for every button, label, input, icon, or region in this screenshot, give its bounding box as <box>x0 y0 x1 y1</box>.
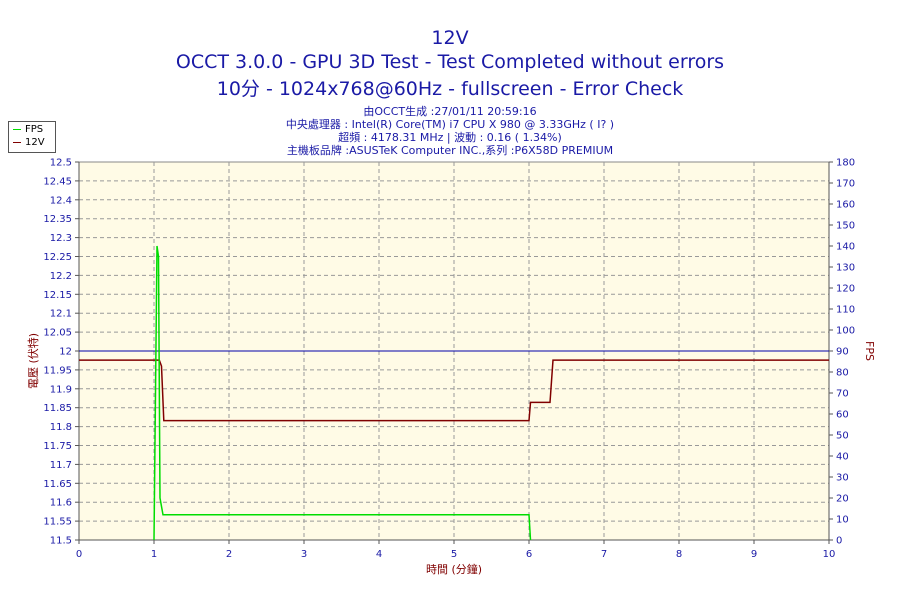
y2-tick-label: 130 <box>836 263 855 274</box>
y2-tick-label: 0 <box>836 536 842 547</box>
y-tick-label: 11.85 <box>43 403 72 414</box>
y2-tick-label: 10 <box>836 515 849 526</box>
x-tick-label: 0 <box>76 549 82 560</box>
y-tick-label: 11.9 <box>50 384 72 395</box>
y2-tick-label: 40 <box>836 452 849 463</box>
x-tick-label: 3 <box>301 549 307 560</box>
y-tick-label: 12.05 <box>43 328 72 339</box>
y2-tick-label: 30 <box>836 473 849 484</box>
x-tick-label: 5 <box>451 549 457 560</box>
chart-title-rail: 12V <box>431 27 469 49</box>
y2-tick-label: 140 <box>836 242 855 253</box>
y2-tick-label: 60 <box>836 410 849 421</box>
y-tick-label: 12.25 <box>43 252 72 263</box>
legend-item-fps: FPS <box>13 124 43 136</box>
chart-title-test: OCCT 3.0.0 - GPU 3D Test - Test Complete… <box>175 51 725 73</box>
y2-tick-label: 80 <box>836 368 849 379</box>
legend-swatch-fps <box>13 128 21 130</box>
y2-tick-label: 170 <box>836 179 855 190</box>
x-axis-label: 時間 (分鐘) <box>426 562 482 576</box>
info-generated: 由OCCT生成 :27/01/11 20:59:16 <box>363 105 537 118</box>
y-tick-label: 12.5 <box>50 158 72 169</box>
chart-title-settings: 10分 - 1024x768@60Hz - fullscreen - Error… <box>216 78 684 100</box>
y-tick-label: 11.55 <box>43 517 72 528</box>
series-line-12v <box>79 359 829 422</box>
info-clock: 超頻 : 4178.31 MHz | 波動 : 0.16 ( 1.34%) <box>338 131 562 144</box>
y2-tick-label: 20 <box>836 494 849 505</box>
y2-tick-label: 90 <box>836 347 849 358</box>
y2-tick-label: 50 <box>836 431 849 442</box>
y2-tick-label: 70 <box>836 389 849 400</box>
y-tick-label: 12.45 <box>43 176 72 187</box>
x-tick-label: 7 <box>601 549 607 560</box>
x-tick-label: 6 <box>526 549 532 560</box>
chart-legend: FPS 12V <box>8 121 56 153</box>
y2-tick-label: 120 <box>836 284 855 295</box>
y-tick-label: 11.7 <box>50 460 72 471</box>
x-tick-label: 4 <box>376 549 382 560</box>
legend-item-12v: 12V <box>13 137 45 149</box>
x-tick-label: 8 <box>676 549 682 560</box>
y-tick-label: 12 <box>59 347 72 358</box>
y-tick-label: 12.2 <box>50 271 72 282</box>
x-tick-label: 2 <box>226 549 232 560</box>
y-tick-label: 12.3 <box>50 233 72 244</box>
y-tick-label: 11.75 <box>43 441 72 452</box>
y2-tick-label: 160 <box>836 200 855 211</box>
y-tick-label: 11.95 <box>43 365 72 376</box>
x-tick-label: 1 <box>151 549 157 560</box>
info-cpu: 中央處理器 : Intel(R) Core(TM) i7 CPU X 980 @… <box>285 118 615 131</box>
info-motherboard: 主機板品牌 :ASUSTeK Computer INC.,系列 :P6X58D … <box>286 144 614 157</box>
y-tick-label: 11.8 <box>50 422 72 433</box>
series-line-fps <box>153 245 532 541</box>
y-axis-label: 電壓 (伏特) <box>26 333 40 389</box>
y-tick-label: 12.4 <box>50 195 72 206</box>
y-tick-label: 11.65 <box>43 479 72 490</box>
y2-tick-label: 150 <box>836 221 855 232</box>
legend-swatch-12v <box>13 141 21 143</box>
y-tick-label: 12.1 <box>50 309 72 320</box>
y-tick-label: 12.15 <box>43 290 72 301</box>
legend-label-fps: FPS <box>25 124 44 135</box>
y2-tick-label: 100 <box>836 326 855 337</box>
x-tick-label: 9 <box>751 549 757 560</box>
x-tick-label: 10 <box>823 549 836 560</box>
y2-tick-label: 110 <box>836 305 855 316</box>
y-tick-label: 12.35 <box>43 214 72 225</box>
y2-axis-label: FPS <box>863 341 876 361</box>
y-tick-label: 11.6 <box>50 498 72 509</box>
y2-tick-label: 180 <box>836 158 855 169</box>
y-tick-label: 11.5 <box>50 536 72 547</box>
legend-label-12v: 12V <box>25 137 45 148</box>
